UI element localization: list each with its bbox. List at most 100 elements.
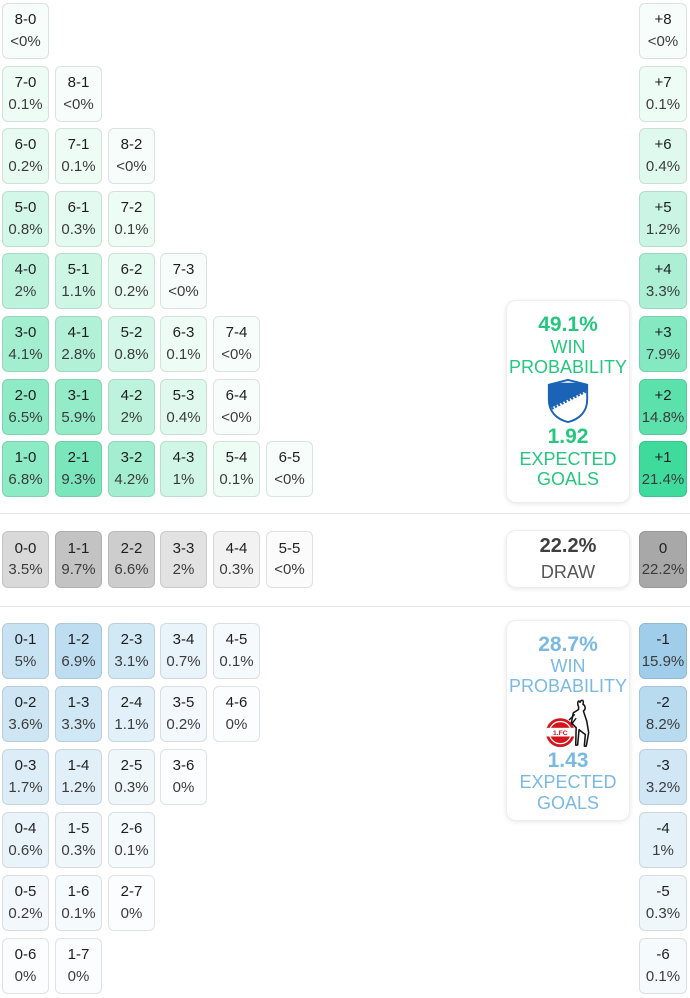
probability-label: 0.6% [8, 841, 43, 859]
score-label: 5-5 [278, 539, 301, 557]
probability-label: 3.3% [645, 282, 681, 300]
score-label: 7-2 [120, 199, 143, 217]
draw-score-cell: 5-5 <0% [266, 531, 313, 588]
score-label: 0-6 [14, 946, 37, 964]
goal-diff-label: +3 [654, 324, 672, 342]
home-score-cell: 1-0 6.8% [2, 441, 49, 497]
home-score-cell: 4-0 2% [2, 253, 49, 309]
score-label: 3-1 [67, 387, 90, 405]
score-label: 4-2 [120, 387, 143, 405]
score-label: 1-6 [67, 883, 90, 901]
home-expected-goals-label: EXPECTED GOALS [519, 448, 617, 489]
away-score-cell: 1-4 1.2% [55, 749, 102, 805]
score-label: 4-6 [225, 694, 248, 712]
away-expected-goals-value: 1.43 [547, 749, 589, 773]
home-win-probability-value: 49.1% [538, 313, 598, 336]
probability-label: 6.9% [61, 652, 96, 670]
home-score-cell: 3-1 5.9% [55, 379, 102, 435]
home-team-logo [545, 377, 591, 425]
probability-label: 2% [172, 561, 195, 578]
score-label: 5-2 [120, 324, 143, 342]
score-label: 5-1 [67, 261, 90, 279]
score-label: 3-6 [172, 757, 195, 775]
away-score-cell: 2-6 0.1% [108, 812, 155, 868]
home-score-cell: 3-2 4.2% [108, 441, 155, 497]
home-score-cell: 8-0 <0% [2, 3, 49, 59]
probability-label: 9.7% [61, 561, 96, 578]
away-score-cell: 0-2 3.6% [2, 686, 49, 742]
score-label: 4-1 [67, 324, 90, 342]
score-label: 1-3 [67, 694, 90, 712]
goal-diff-cell: +5 1.2% [639, 191, 687, 247]
home-score-cell: 5-2 0.8% [108, 316, 155, 372]
score-label: 5-4 [225, 449, 248, 467]
divider-below-draw [0, 606, 690, 607]
goal-diff-cell: +3 7.9% [639, 316, 687, 372]
score-label: 2-1 [67, 449, 90, 467]
probability-label: 8.2% [645, 715, 681, 733]
probability-label: 6.8% [8, 470, 43, 488]
divider-above-draw [0, 513, 690, 514]
home-score-cell: 3-0 4.1% [2, 316, 49, 372]
home-score-cell: 6-1 0.3% [55, 191, 102, 247]
probability-label: <0% [274, 470, 305, 488]
probability-label: 15.9% [641, 652, 685, 670]
goal-diff-cell: +6 0.4% [639, 128, 687, 184]
home-score-cell: 5-4 0.1% [213, 441, 260, 497]
home-score-cell: 6-4 <0% [213, 379, 260, 435]
probability-label: <0% [274, 561, 305, 578]
probability-label: 3.2% [645, 778, 681, 796]
goal-diff-cell: -3 3.2% [639, 749, 687, 805]
probability-label: 3.5% [8, 561, 43, 578]
goal-diff-label: +4 [654, 261, 672, 279]
score-label: 1-2 [67, 631, 90, 649]
probability-label: 0.3% [219, 561, 254, 578]
score-label: 6-2 [120, 261, 143, 279]
probability-label: 0% [225, 715, 248, 733]
score-label: 6-0 [14, 136, 37, 154]
probability-label: <0% [116, 157, 147, 175]
goal-diff-cell: +4 3.3% [639, 253, 687, 309]
away-score-cell: 4-5 0.1% [213, 623, 260, 679]
score-label: 1-0 [14, 449, 37, 467]
probability-label: 2% [120, 408, 143, 426]
home-score-cell: 6-2 0.2% [108, 253, 155, 309]
probability-label: 0% [172, 778, 195, 796]
away-score-cell: 0-3 1.7% [2, 749, 49, 805]
score-label: 7-4 [225, 324, 248, 342]
goal-diff-label: -1 [656, 631, 670, 649]
score-label: 2-4 [120, 694, 143, 712]
home-score-cell: 4-2 2% [108, 379, 155, 435]
away-score-cell: 0-4 0.6% [2, 812, 49, 868]
home-score-cell: 5-0 0.8% [2, 191, 49, 247]
probability-label: 6.6% [114, 561, 149, 578]
score-label: 6-3 [172, 324, 195, 342]
home-score-cell: 7-3 <0% [160, 253, 207, 309]
score-label: 7-1 [67, 136, 90, 154]
probability-label: 0.4% [166, 408, 201, 426]
probability-label: 0% [67, 967, 90, 985]
home-score-cell: 7-0 0.1% [2, 66, 49, 122]
goal-diff-label: +2 [654, 387, 672, 405]
score-label: 8-0 [14, 11, 37, 29]
probability-label: 0.1% [114, 841, 149, 859]
probability-label: 3.1% [114, 652, 149, 670]
home-score-cell: 4-1 2.8% [55, 316, 102, 372]
score-label: 0-0 [14, 539, 37, 557]
away-score-cell: 3-6 0% [160, 749, 207, 805]
away-score-cell: 1-6 0.1% [55, 875, 102, 931]
probability-label: 1.1% [61, 282, 96, 300]
probability-label: 0.8% [8, 220, 43, 238]
probability-label: 9.3% [61, 470, 96, 488]
probability-label: 0.2% [114, 282, 149, 300]
home-score-cell: 7-4 <0% [213, 316, 260, 372]
probability-label: <0% [10, 32, 41, 50]
score-label: 1-1 [67, 539, 90, 557]
home-score-cell: 2-1 9.3% [55, 441, 102, 497]
home-score-cell: 6-0 0.2% [2, 128, 49, 184]
goal-diff-label: +5 [654, 199, 672, 217]
probability-label: <0% [221, 345, 252, 363]
probability-label: 5% [14, 652, 37, 670]
score-label: 5-3 [172, 387, 195, 405]
